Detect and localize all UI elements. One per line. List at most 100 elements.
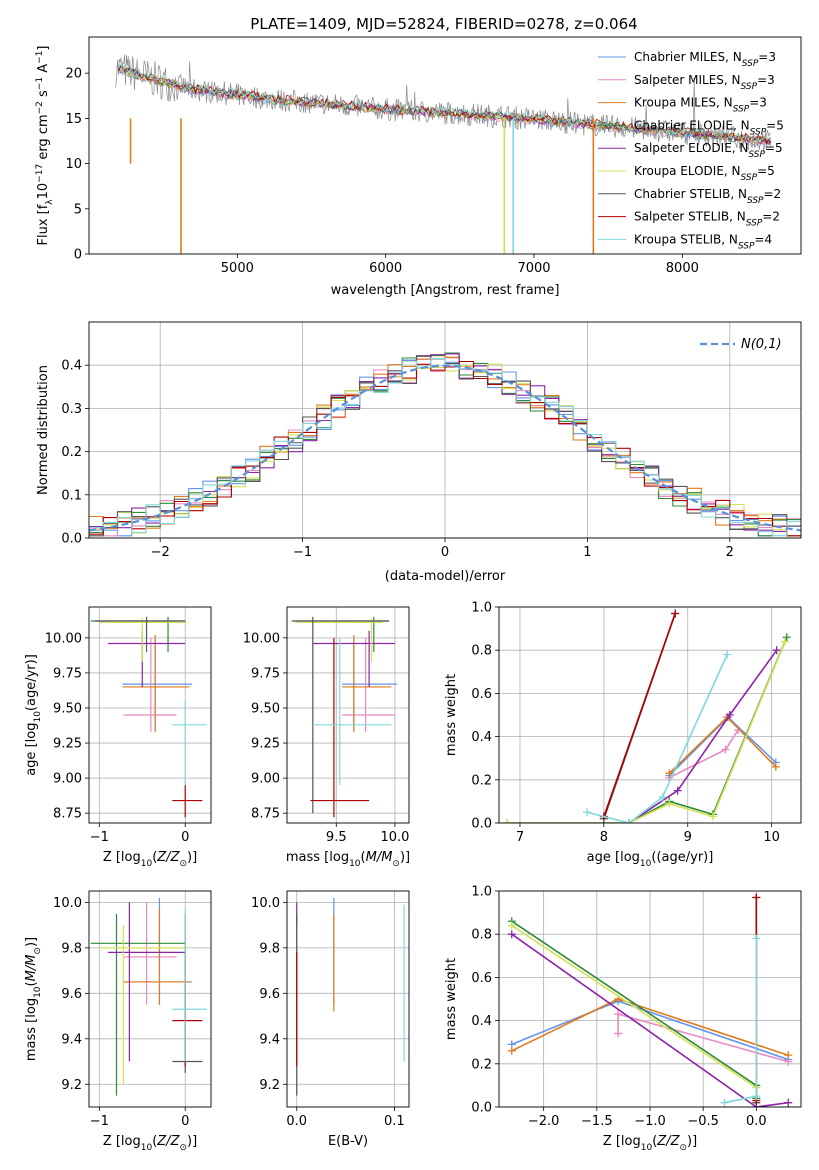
mass-vs-metallicity-panel: −1 0 9.2 9.4 9.6 9.8 10.0 Z [log10(Z/Z⊙)] mass [… (24, 890, 212, 1153)
weight-point-marker (665, 799, 674, 808)
weight-series-line (511, 933, 789, 1107)
weight-point-marker (771, 762, 780, 771)
x-tick-label: −1.0 (634, 1114, 666, 1129)
x-tick-label: 6000 (369, 261, 402, 276)
x-tick-label: 1 (583, 545, 591, 560)
y-tick-label: 9.00 (251, 772, 280, 787)
legend-label: Chabrier ELODIE, NSSP=5 (634, 118, 784, 137)
weight-point-marker (784, 1098, 793, 1107)
legend-label: N(0,1) (741, 337, 782, 352)
x-tick-label: −2 (151, 545, 170, 560)
plot-area (90, 897, 207, 1096)
weight-point-marker (614, 1010, 623, 1019)
weight-vs-age-panel: 7 8 9 10 0.0 0.2 0.4 0.6 0.8 1.0 age [log10((age/y… (444, 601, 802, 869)
residuals-panel: −2 −1 0 1 2 0.0 0.1 0.2 0.3 0.4 N(0,1) (data-model)… (36, 321, 802, 584)
y-tick-label: 0.8 (471, 928, 492, 943)
y-tick-label: 15 (65, 112, 82, 127)
model-spectrum-line (118, 63, 771, 143)
y-tick-label: 1.0 (471, 885, 492, 900)
y-tick-label: 9.25 (53, 737, 82, 752)
x-tick-label: 2 (726, 545, 734, 560)
y-tick-label: 8.75 (53, 807, 82, 822)
y-tick-label: 10.00 (243, 631, 280, 646)
x-tick-label: 0 (441, 545, 449, 560)
x-tick-label: 9 (684, 830, 692, 845)
x-tick-label: −1 (90, 1114, 109, 1129)
legend-label: Chabrier MILES, NSSP=3 (634, 50, 776, 69)
weight-point-marker (625, 819, 634, 823)
x-tick-label: 8000 (666, 261, 699, 276)
y-tick-label: 0.2 (61, 445, 82, 460)
axes-frame (498, 890, 802, 1108)
plot-area (89, 352, 801, 537)
weight-point-marker (708, 812, 717, 821)
x-tick-label: −2.0 (528, 1114, 560, 1129)
weight-point-marker (614, 1029, 623, 1038)
y-tick-label: 0 (74, 248, 82, 263)
y-tick-label: 9.50 (251, 701, 280, 716)
y-tick-label: 10.00 (45, 631, 82, 646)
legend-label: Kroupa MILES, NSSP=3 (634, 96, 767, 115)
y-tick-label: 9.2 (259, 1078, 280, 1093)
y-tick-label: 1.0 (471, 601, 492, 616)
weight-series-line (507, 636, 788, 823)
y-tick-label: 0.4 (471, 1014, 492, 1029)
x-tick-label: −1 (293, 545, 312, 560)
x-tick-label: 0 (181, 830, 189, 845)
y-tick-label: 10.0 (251, 896, 280, 911)
weight-point-marker (507, 921, 516, 930)
y-tick-label: 9.6 (259, 987, 280, 1002)
weight-point-marker (725, 711, 734, 719)
weight-point-marker (772, 646, 781, 655)
weight-vs-metallicity-panel: −2.0 −1.5 −1.0 −0.5 0.0 0.0 0.2 0.4 0.6 0.8 1.0 Z [… (444, 885, 802, 1153)
legend-label: Kroupa STELIB, NSSP=4 (634, 232, 772, 251)
plot-area (90, 616, 207, 818)
weight-point-marker (782, 633, 791, 642)
residual-histogram (89, 360, 801, 537)
x-tick-label: 10 (763, 830, 780, 845)
weight-point-marker (507, 1046, 516, 1055)
weight-series-line (603, 613, 676, 817)
x-tick-label: 0.1 (384, 1114, 405, 1129)
y-tick-label: 0.6 (471, 687, 492, 702)
x-tick-label: −0.5 (687, 1114, 719, 1129)
weight-point-marker (665, 769, 674, 778)
weight-point-marker (781, 637, 790, 646)
x-tick-label: 0 (181, 1114, 189, 1129)
y-tick-label: 0.8 (471, 644, 492, 659)
y-axis-label: mass [log10(M/M⊙)] (24, 937, 43, 1061)
y-tick-label: 9.00 (53, 772, 82, 787)
x-tick-label: 8 (600, 830, 608, 845)
y-tick-label: 0.0 (471, 1101, 492, 1116)
axes-frame (286, 890, 410, 1108)
plot-area (503, 609, 791, 823)
y-tick-label: 9.8 (259, 941, 280, 956)
y-axis-label: mass weight (444, 674, 459, 756)
axes-frame (88, 606, 212, 824)
weight-point-marker (658, 793, 667, 802)
y-tick-label: 0.2 (471, 773, 492, 788)
spectrum-panel: 5000 6000 7000 8000 0 5 10 15 20 Chabrier MILES, … (35, 36, 802, 298)
x-tick-label: 9.5 (326, 830, 347, 845)
y-tick-label: 9.75 (251, 666, 280, 681)
axes-frame (88, 890, 212, 1108)
legend-label: Salpeter ELODIE, NSSP=5 (634, 141, 783, 160)
weight-point-marker (752, 934, 761, 943)
weight-series-line (511, 920, 758, 1099)
x-axis-label: Z [log10(Z/Z⊙)] (103, 1134, 197, 1153)
x-axis-label: Z [log10(Z/Z⊙)] (603, 1134, 697, 1153)
residual-histogram (89, 357, 801, 537)
legend-label: Kroupa ELODIE, NSSP=5 (634, 164, 775, 183)
figure-title: PLATE=1409, MJD=52824, FIBERID=0278, z=0… (250, 15, 637, 33)
mass-vs-extinction-panel: 0.0 0.1 9.2 9.4 9.6 9.8 10.0 E(B-V) (251, 890, 410, 1149)
weight-point-marker (720, 1098, 729, 1107)
weight-point-marker (583, 808, 592, 817)
y-tick-label: 9.50 (53, 701, 82, 716)
model-spectrum-line (118, 64, 772, 144)
y-tick-label: 10.0 (53, 896, 82, 911)
y-tick-label: 0.4 (471, 730, 492, 745)
weight-point-marker (752, 893, 761, 902)
y-axis-label: age [log10(age/yr)] (24, 654, 43, 776)
weight-point-marker (723, 650, 732, 659)
